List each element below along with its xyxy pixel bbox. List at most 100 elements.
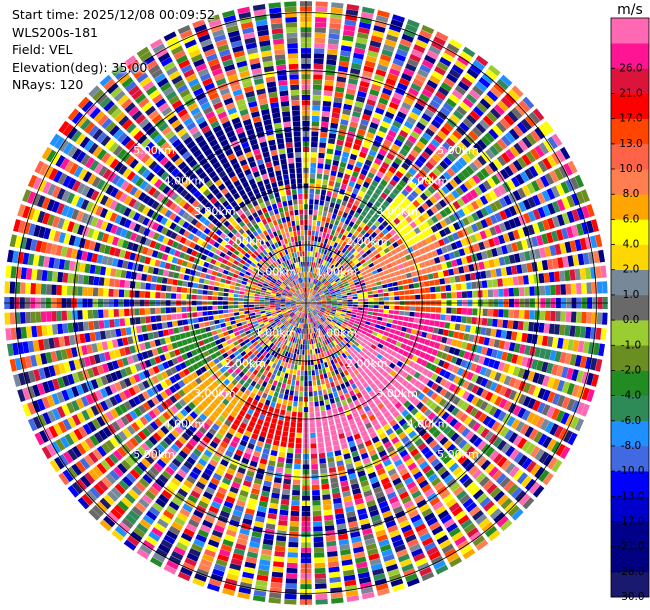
data-bin (213, 496, 224, 505)
data-bin (508, 254, 516, 264)
data-bin (494, 212, 503, 223)
data-bin (280, 317, 286, 322)
data-bin (330, 281, 336, 286)
data-bin (392, 265, 399, 272)
data-bin (397, 368, 405, 376)
data-bin (242, 360, 249, 367)
data-bin (144, 439, 154, 449)
data-bin (402, 350, 409, 357)
data-bin (322, 100, 332, 107)
data-bin (241, 457, 250, 465)
data-bin (339, 124, 348, 131)
data-bin (348, 321, 354, 325)
data-bin (262, 543, 273, 551)
data-bin (329, 289, 335, 293)
data-bin (338, 433, 345, 440)
data-bin (489, 381, 498, 392)
data-bin (451, 307, 457, 314)
data-bin (309, 283, 312, 288)
data-bin (385, 402, 394, 410)
data-bin (286, 340, 290, 346)
data-bin (59, 436, 70, 449)
data-bin (458, 332, 465, 340)
data-bin (165, 466, 175, 476)
data-bin (443, 345, 451, 353)
data-bin (341, 278, 347, 283)
data-bin (416, 196, 424, 205)
data-bin (325, 153, 333, 160)
data-bin (264, 321, 270, 325)
data-bin (569, 416, 580, 429)
data-bin (323, 351, 328, 357)
data-bin (356, 561, 368, 569)
data-bin (314, 348, 318, 354)
data-bin (235, 344, 242, 350)
data-bin (384, 111, 395, 120)
data-bin (340, 216, 346, 223)
data-bin (324, 311, 330, 314)
data-bin (296, 304, 302, 307)
data-bin (391, 277, 397, 282)
data-bin (368, 414, 376, 422)
data-bin (261, 327, 268, 333)
data-bin (314, 321, 317, 327)
data-bin (294, 364, 298, 370)
data-bin (309, 344, 312, 350)
data-bin (196, 334, 203, 341)
data-bin (312, 291, 317, 296)
data-bin (444, 322, 451, 329)
data-bin (483, 500, 495, 512)
data-bin (366, 259, 373, 265)
data-bin (393, 233, 400, 241)
data-bin (517, 454, 528, 467)
data-bin (200, 345, 207, 352)
data-bin (342, 300, 348, 302)
data-bin (252, 483, 262, 490)
data-bin (98, 429, 108, 441)
data-bin (331, 307, 337, 311)
data-bin (428, 171, 438, 181)
data-bin (347, 323, 353, 328)
data-bin (334, 262, 340, 268)
data-bin (524, 310, 530, 320)
data-bin (333, 96, 343, 104)
data-bin (399, 467, 409, 477)
data-bin (448, 214, 457, 223)
data-bin (294, 315, 298, 321)
data-bin (101, 442, 111, 454)
data-bin (475, 198, 484, 208)
data-bin (344, 98, 354, 106)
data-bin (417, 365, 425, 373)
data-bin (311, 131, 319, 137)
data-bin (240, 350, 247, 357)
data-bin (128, 375, 137, 385)
data-bin (248, 420, 256, 428)
data-bin (327, 276, 333, 282)
data-bin (204, 396, 213, 405)
data-bin (364, 439, 373, 447)
data-bin (336, 460, 344, 467)
data-bin (276, 424, 283, 431)
data-bin (310, 246, 314, 252)
data-bin (18, 372, 26, 386)
data-bin (471, 384, 480, 394)
data-bin (535, 416, 545, 429)
data-bin (517, 157, 527, 169)
data-bin (330, 370, 336, 377)
data-bin (156, 373, 164, 382)
data-bin (497, 494, 509, 506)
data-bin (358, 384, 365, 392)
data-bin (498, 256, 506, 266)
data-bin (461, 137, 472, 148)
data-bin (394, 53, 406, 62)
data-bin (265, 311, 271, 315)
data-bin (527, 210, 536, 222)
data-bin (343, 404, 350, 411)
data-bin (85, 407, 95, 419)
data-bin (303, 303, 306, 308)
data-bin (419, 503, 430, 513)
data-bin (522, 199, 532, 210)
data-bin (111, 360, 120, 370)
data-bin (446, 292, 452, 299)
data-bin (33, 369, 41, 382)
